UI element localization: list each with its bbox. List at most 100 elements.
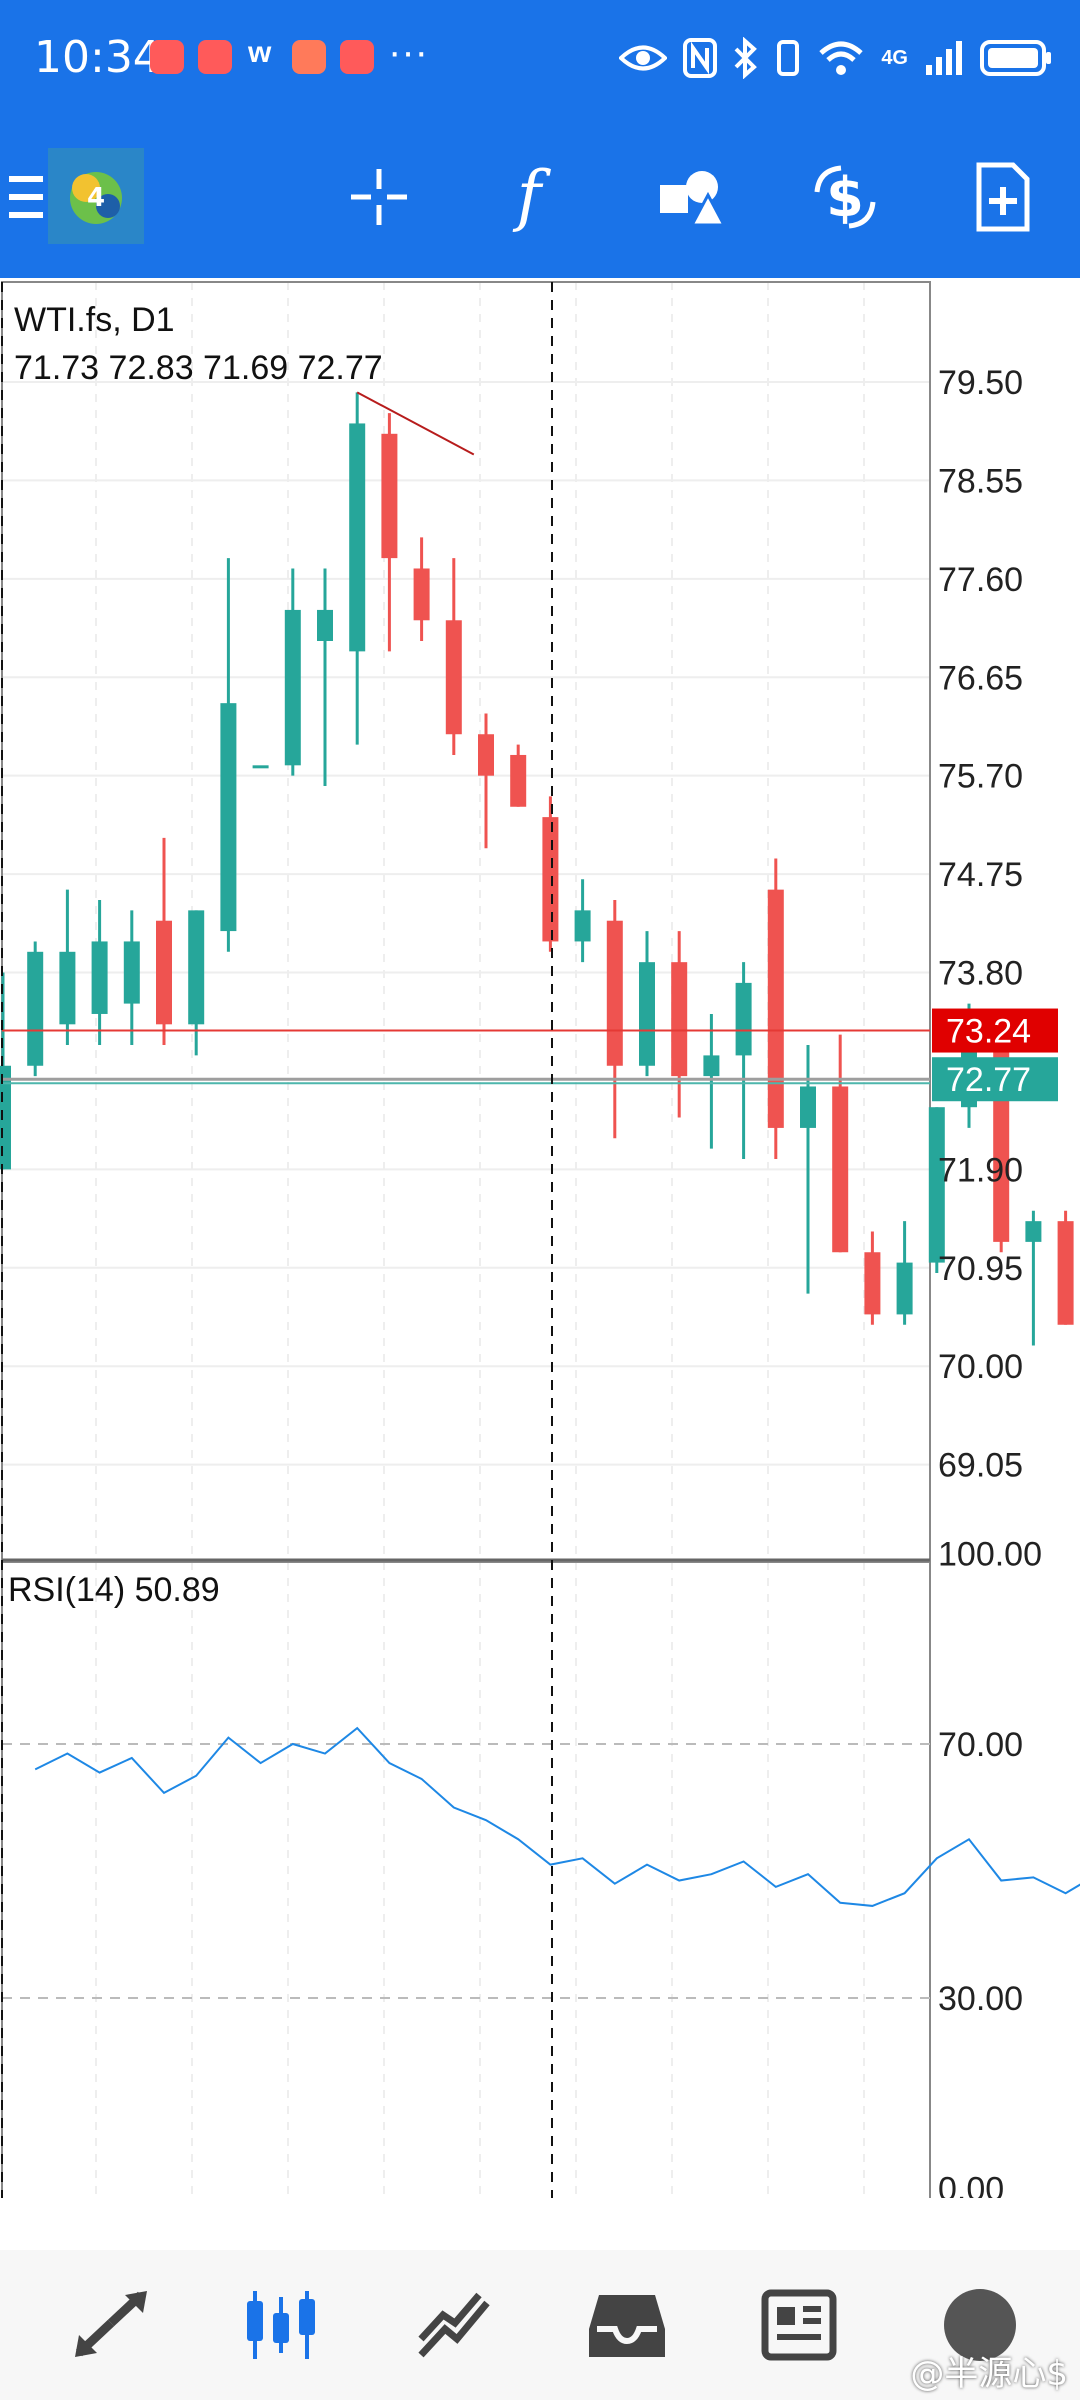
price-chart[interactable]: 79.50 78.55 77.60 76.65 75.70 74.75 73.80 71.90… (0, 278, 1080, 2198)
candle-body (1057, 1221, 1074, 1325)
nav-trade[interactable] (380, 2250, 530, 2400)
menu-button[interactable] (0, 152, 60, 242)
trend-line[interactable] (356, 391, 475, 456)
candle-body (800, 1086, 816, 1128)
candle-body (91, 941, 108, 1014)
new-order-button[interactable] (958, 152, 1048, 242)
notification-icon (292, 40, 326, 74)
candle-body (574, 910, 591, 942)
symbol-label: WTI.fs, D1 (14, 301, 175, 339)
candle-body (1025, 1221, 1042, 1242)
candle-body (381, 433, 398, 559)
vibrate-icon (777, 40, 800, 76)
candle-body (284, 609, 301, 766)
candle-body (864, 1252, 881, 1315)
price-axis: 79.50 78.55 77.60 76.65 75.70 74.75 73.80 71.90… (932, 364, 1058, 1485)
candle-body (349, 423, 366, 652)
notification-icon (198, 40, 232, 74)
add-document-icon (976, 162, 1030, 232)
candle-body (445, 620, 462, 735)
battery-icon (980, 40, 1051, 76)
candle-body (317, 609, 333, 641)
candle-body (510, 754, 527, 807)
bluetooth-icon (734, 37, 758, 79)
bid-price-tag (932, 1057, 1058, 1102)
rsi-layer: 100.00 70.00 30.00 0.00 (2, 1536, 1080, 2199)
bid-price-label: 72.77 (946, 1061, 1031, 1099)
trade-dollar-icon: $ (814, 165, 876, 229)
rsi-level-label: 30.00 (938, 1980, 1023, 2018)
bottom-navigation: @半源心$ (0, 2250, 1080, 2400)
status-time: 10:34 (34, 32, 161, 83)
rsi-label: RSI(14) 50.89 (8, 1571, 220, 1609)
candles-layer (0, 391, 1074, 1346)
notification-icon (150, 40, 184, 74)
price-tick-label: 77.60 (938, 561, 1023, 599)
main-chart-frame (1, 281, 931, 1561)
ask-price-label: 73.24 (946, 1013, 1031, 1051)
candle-body (123, 941, 140, 1004)
candle-body (188, 910, 205, 1025)
notification-icon (340, 40, 374, 74)
crosshair-button[interactable] (334, 152, 424, 242)
price-tick-label: 75.70 (938, 758, 1023, 796)
candle-body (606, 920, 623, 1066)
candle-body (252, 765, 269, 769)
eye-icon (619, 45, 668, 71)
wifi-icon (819, 41, 863, 75)
objects-button[interactable] (646, 152, 736, 242)
price-tick-label: 70.95 (938, 1250, 1023, 1288)
ohlc-readout: 71.73 72.83 71.69 72.77 (14, 349, 383, 387)
price-tick-label: 74.75 (938, 856, 1023, 894)
price-tick-label: 71.90 (938, 1151, 1023, 1189)
messages-avatar-icon (944, 2289, 1016, 2361)
candle-body (478, 734, 494, 776)
trend-lines-icon (418, 2292, 490, 2358)
rsi-level-label: 0.00 (938, 2171, 1004, 2199)
chart-toolbar: 4 f $ (0, 132, 1080, 262)
hamburger-menu-icon (9, 176, 43, 218)
candle-body (735, 982, 752, 1056)
nav-history[interactable] (552, 2250, 702, 2400)
nav-chart[interactable] (206, 2250, 356, 2400)
trade-button[interactable]: $ (800, 152, 890, 242)
crosshair-icon (351, 169, 407, 225)
nav-messages[interactable] (880, 2250, 1080, 2400)
inbox-tray-icon (589, 2295, 665, 2357)
app-top-bar: 10:34 w ··· 4G 4 f (0, 0, 1080, 278)
candle-body (59, 951, 76, 1025)
indicators-button[interactable]: f (484, 152, 574, 242)
shapes-icon (660, 171, 726, 227)
nav-news[interactable] (724, 2250, 874, 2400)
nav-quotes[interactable] (36, 2250, 186, 2400)
candle-body (639, 962, 655, 1066)
price-tick-label: 78.55 (938, 462, 1023, 500)
candle-body (27, 951, 44, 1066)
price-tick-label: 73.80 (938, 955, 1023, 993)
ask-price-tag (932, 1008, 1058, 1053)
candle-body (896, 1262, 913, 1315)
svg-text:$: $ (826, 166, 864, 229)
network-type: 4G (881, 46, 908, 69)
candle-body (413, 568, 430, 621)
candle-body (0, 1065, 11, 1170)
status-bar: 10:34 w ··· 4G (0, 0, 1080, 118)
function-f-icon: f (512, 162, 552, 232)
more-notifications-icon: ··· (388, 30, 428, 74)
rsi-level-label: 70.00 (938, 1726, 1023, 1764)
metatrader-logo-icon: 4 (48, 148, 144, 244)
quotes-arrows-icon (75, 2291, 147, 2357)
weibo-icon: w (248, 36, 272, 69)
price-tick-label: 69.05 (938, 1447, 1023, 1485)
chart-grid (2, 282, 930, 2198)
candle-body (928, 1107, 945, 1263)
candle-body (832, 1086, 849, 1253)
price-tick-label: 76.65 (938, 659, 1023, 697)
candle-body (220, 703, 237, 932)
candlestick-chart-icon (247, 2291, 315, 2359)
status-icons: 4G (619, 30, 1052, 86)
newspaper-icon (761, 2289, 837, 2361)
candle-body (703, 1055, 720, 1077)
watermark-text: @半源心$ (910, 2354, 1068, 2394)
nfc-icon (683, 38, 718, 78)
